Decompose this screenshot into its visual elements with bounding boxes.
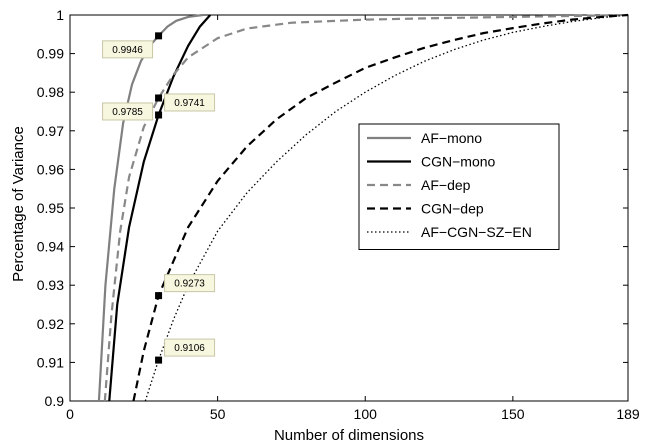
y-tick-label: 0.9: [45, 393, 65, 409]
y-tick-label: 0.99: [37, 46, 64, 62]
data-label: 0.9273: [174, 279, 205, 290]
y-tick-label: 0.93: [37, 277, 64, 293]
data-label: 0.9106: [174, 343, 205, 354]
legend-label: AF−mono: [421, 130, 482, 146]
annotation-layer: 0.9946 0.9785 0.9741 0.9273 0.9106: [102, 32, 216, 364]
data-label: 0.9785: [112, 107, 143, 118]
data-label: 0.9741: [174, 98, 205, 109]
x-tick-label: 189: [616, 406, 640, 422]
data-label-box: [102, 40, 154, 59]
legend-label: AF−dep: [421, 177, 471, 193]
data-label-box: [102, 102, 154, 121]
y-axis-title: Percentage of Variance: [10, 126, 27, 282]
y-tick-label: 0.94: [37, 239, 64, 255]
series-line: [132, 13, 629, 402]
y-tick-label: 0.92: [37, 316, 64, 332]
data-label-box: [164, 93, 216, 112]
data-marker: [155, 111, 163, 119]
y-tick-label: 0.97: [37, 123, 64, 139]
data-label: 0.9946: [112, 45, 143, 56]
y-tick-label: 0.98: [37, 84, 64, 100]
data-marker: [155, 356, 163, 364]
data-label-box: [164, 274, 216, 293]
x-tick-label: 0: [66, 406, 74, 422]
x-tick-label: 150: [501, 406, 525, 422]
y-tick-label: 1: [56, 7, 64, 23]
data-marker: [155, 292, 163, 300]
data-marker: [155, 32, 163, 40]
x-axis-title: Number of dimensions: [274, 427, 424, 444]
series-line: [103, 13, 629, 402]
legend-label: CGN−dep: [421, 201, 484, 217]
legend-label: CGN−mono: [421, 154, 496, 170]
y-tick-label: 0.91: [37, 354, 64, 370]
legend-label: AF−CGN−SZ−EN: [421, 224, 532, 240]
x-tick-label: 50: [210, 406, 226, 422]
series-line: [144, 14, 629, 402]
data-marker: [155, 94, 163, 102]
legend: AF−mono CGN−mono AF−dep CGN−dep AF−CGN−SZ−EN: [358, 123, 560, 250]
y-tick-label: 0.96: [37, 161, 64, 177]
axis-ticks: 0 50 100 150 189 0.9 0.91 0.92 0.93 0.94 0.95 0.96 0…: [37, 7, 640, 422]
legend-box: [358, 123, 560, 250]
x-tick-label: 100: [354, 406, 378, 422]
y-tick-label: 0.95: [37, 200, 64, 216]
data-label-box: [164, 338, 216, 357]
